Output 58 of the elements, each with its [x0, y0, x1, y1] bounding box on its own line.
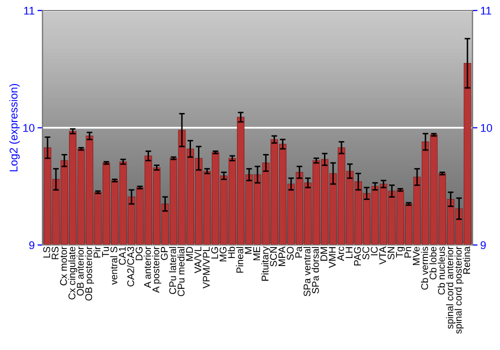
- x-tick-label: M: [244, 247, 252, 254]
- x-tick-label: Pir: [93, 246, 100, 258]
- x-tick-label: Tu: [102, 247, 109, 258]
- y-axis-title: Log2 (expression): [9, 84, 20, 172]
- y-tick-label: 9: [29, 241, 34, 250]
- y-tick-label: 10: [23, 124, 34, 132]
- x-tick-label: Retina: [462, 246, 470, 274]
- x-tick-label: SO: [286, 246, 294, 260]
- x-tick-label: Cx motor: [60, 246, 67, 286]
- y2-tick-label: 9: [480, 241, 486, 250]
- x-tick-label: DM: [320, 247, 328, 261]
- y2-tick-label: 10: [480, 124, 492, 132]
- x-tick-label: MD: [186, 246, 193, 261]
- x-tick-label: SN: [388, 247, 394, 260]
- x-tick-label: VMH: [328, 247, 336, 268]
- x-tick-label: A posterior: [152, 246, 162, 293]
- x-tick-label: CPu lateral: [168, 247, 176, 294]
- x-tick-label: Pn: [404, 247, 412, 258]
- x-tick-label: Pa: [295, 246, 302, 258]
- x-tick-label: Tg: [396, 247, 405, 258]
- x-tick-label: MVe: [412, 246, 420, 266]
- x-tick-label: MG: [220, 247, 227, 262]
- x-tick-label: SCN: [270, 247, 277, 266]
- x-tick-label: LH: [346, 247, 352, 258]
- x-tick-label: OB posterior: [85, 246, 94, 300]
- x-tick-label: PAG: [354, 247, 361, 266]
- x-tick-label: Pituitary: [261, 246, 270, 281]
- x-tick-label: VA/VL: [194, 246, 202, 274]
- x-tick-label: MPA: [278, 246, 286, 266]
- x-tick-label: OB anterior: [76, 246, 84, 296]
- y2-tick-label: 11: [480, 6, 492, 15]
- x-tick-label: spinal cord posterior: [454, 246, 464, 334]
- x-tick-label: ventral S: [110, 246, 118, 285]
- x-tick-label: Hb: [228, 246, 235, 258]
- x-tick-label: spinal cord anterior: [446, 246, 456, 329]
- x-tick-label: IC: [370, 246, 378, 256]
- x-tick-label: ME: [253, 246, 260, 260]
- x-tick-label: SPa dorsal: [312, 247, 319, 294]
- x-tick-label: Arc: [337, 246, 344, 261]
- x-tick-label: CPu medial: [177, 247, 185, 296]
- x-tick-label: LS: [43, 246, 50, 258]
- x-tick-label: CA2/CA3: [126, 246, 134, 286]
- x-tick-label: GP: [160, 246, 168, 260]
- x-tick-label: SC: [362, 246, 370, 260]
- x-tick-label: A anterior: [144, 246, 151, 288]
- x-tick-label: VPM/VPL: [202, 246, 210, 288]
- y-tick-label: 11: [24, 6, 34, 15]
- x-tick-label: CA1: [118, 246, 126, 265]
- x-tick-label: Cb vermis: [420, 246, 428, 290]
- x-tick-label: Cb nucleus: [438, 246, 445, 295]
- x-tick-label: RS: [52, 246, 59, 260]
- x-tick-label: DG: [136, 247, 143, 260]
- x-tick-label: VTA: [379, 246, 386, 265]
- x-tick-label: Cx cingulate: [68, 246, 78, 300]
- x-tick-label: SPa ventral: [303, 247, 310, 296]
- x-tick-label: LG: [211, 247, 218, 259]
- x-tick-label: Cb lobe: [429, 246, 436, 280]
- x-tick-label: Pineal: [236, 247, 244, 273]
